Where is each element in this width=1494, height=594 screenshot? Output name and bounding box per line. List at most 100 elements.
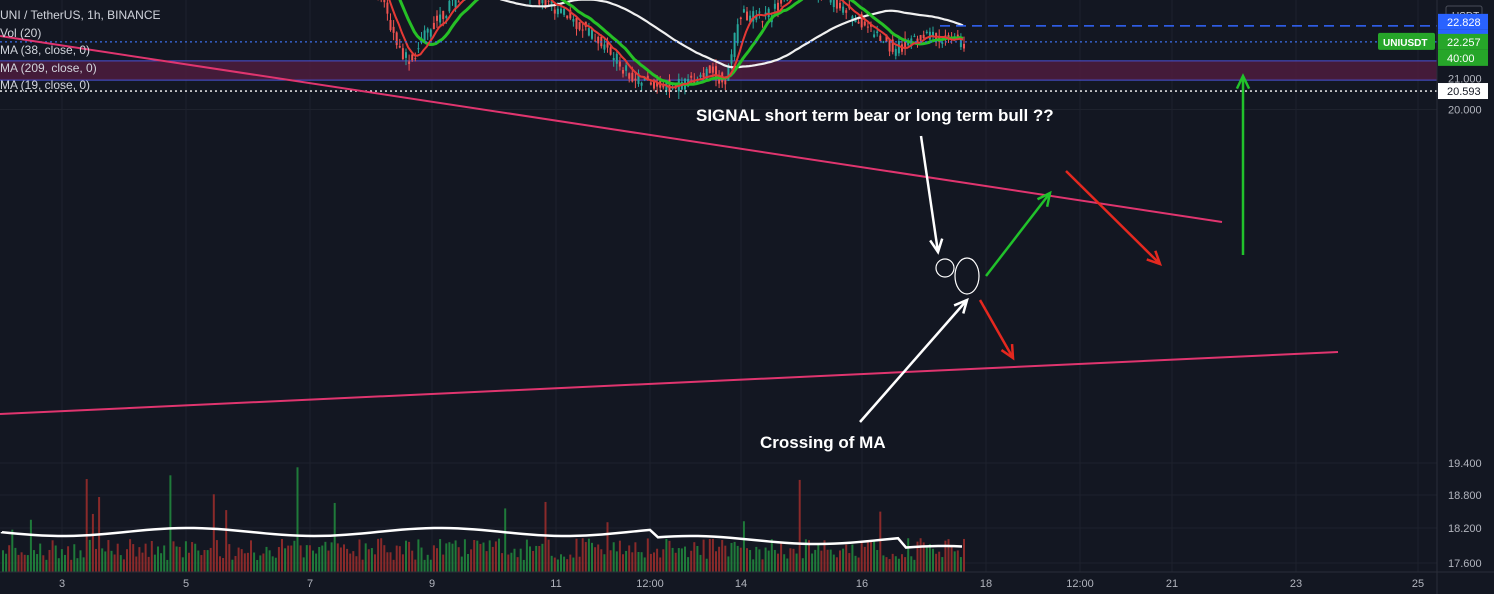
candle-body [777,2,779,11]
forecast-arrows [859,73,1251,423]
volume-bar [281,539,283,572]
key-level-lines [0,25,1437,92]
legend-volume: Vol (20) [0,25,42,40]
volume-bar [870,541,872,572]
volume-bar [665,538,668,572]
volume-bar [963,538,965,572]
candle-body [408,61,411,64]
volume-bar [733,541,736,572]
volume-bar [801,558,804,572]
candle-body [550,0,553,4]
volume-bar [293,540,296,572]
candle-body [873,34,876,38]
candle-body [389,20,392,31]
volume-bar [904,557,907,572]
volume-bar [498,538,500,572]
candle-body [668,79,671,92]
candle-body [594,40,597,42]
candle-body [904,38,907,49]
candle-body [845,10,848,13]
volume-bar [2,550,4,572]
volume-bar [640,552,643,572]
trend-lines [0,35,1339,415]
candle-body [432,22,435,30]
volume-bar [839,550,841,572]
volume-bar [234,555,237,572]
candle-body [851,16,854,20]
candle-body [739,17,742,20]
volume-bar [504,508,507,572]
volume-bar [932,548,934,572]
volume-bar [302,557,305,572]
volume-bar [804,539,807,572]
candle-body [625,65,628,71]
candle-body [423,30,426,43]
volume-bar [169,475,172,572]
candle-body [653,81,655,89]
volume-bar [231,559,234,572]
candle-body [414,58,417,60]
volume-bar [467,553,469,572]
volume-bar [383,545,386,572]
volume-bar [194,543,197,572]
volume-bar [67,546,70,572]
volume-bar [637,552,640,572]
volume-bar [436,548,438,572]
signal-pointer-arrow [919,135,940,253]
volume-bar [110,550,113,572]
volume-bar [780,542,783,572]
volume-bar [48,549,51,572]
candle-body [773,3,776,9]
volume-bar [553,557,556,572]
candle-body [736,24,739,44]
candle-body [662,84,665,88]
volume-bar [95,548,97,572]
ma-209-line [499,0,964,69]
candle-body [835,0,838,9]
volume-bar [274,557,277,572]
candle-body [879,35,882,42]
volume-bar [829,549,832,572]
volume-bar [646,538,649,572]
volume-bar [876,549,879,572]
volume-bar [866,541,869,572]
volume-bar [525,539,528,572]
bearish-arrow [1065,170,1161,265]
volume-bar [398,546,401,572]
candle-body [606,42,609,48]
crossing-pointer-arrow-head [953,297,969,314]
time-tick-label: 21 [1166,578,1178,590]
volume-bar [897,558,900,572]
candle-body [401,48,404,60]
volume-bar [944,540,947,572]
volume-bar [473,539,476,572]
volume-bar [240,549,243,572]
volume-bar [454,540,457,572]
candle-body [925,31,928,34]
volume-bar [284,548,287,572]
volume-bar [324,541,327,572]
volume-bar [60,549,63,572]
volume-bar [439,539,442,572]
candle-body [547,0,550,2]
volume-bar [860,542,863,572]
candle-body [727,65,730,81]
volume-bar [426,554,429,572]
candle-body [959,38,962,48]
volume-bar [770,539,773,572]
volume-bar [203,550,206,572]
volume-bar [715,551,717,572]
candle-body [631,72,634,82]
volume-bar [308,545,311,572]
volume-bar [184,541,187,572]
price-tick-label: 21.000 [1448,74,1482,86]
volume-bar [901,554,903,572]
candle-body [612,58,615,61]
time-tick-label: 23 [1290,578,1302,590]
volume-bar [336,543,339,572]
candle-body [907,41,910,46]
candle-body [622,70,624,74]
volume-bar [845,544,848,572]
